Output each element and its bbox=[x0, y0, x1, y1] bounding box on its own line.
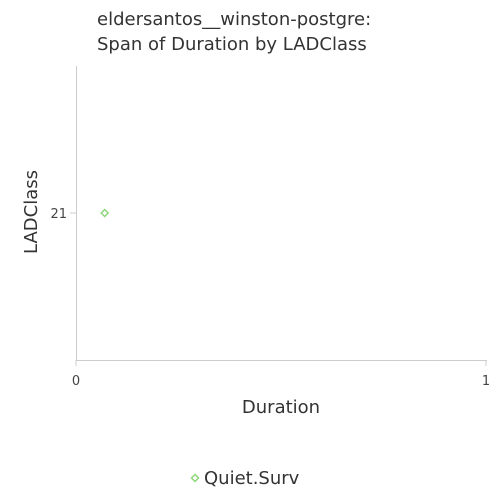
y-tick-label: 21 bbox=[50, 207, 67, 222]
x-tick-label: 1 bbox=[482, 374, 490, 389]
x-tick-label: 0 bbox=[72, 374, 80, 389]
data-points bbox=[100, 208, 110, 218]
legend-marker-quiet-surv bbox=[190, 473, 200, 483]
x-axis-label: Duration bbox=[242, 397, 320, 418]
legend: Quiet.Surv bbox=[190, 468, 300, 489]
chart-title-line-1: eldersantos__winston-postgre: bbox=[97, 9, 371, 30]
y-axis-ticks: 21 bbox=[50, 207, 76, 222]
data-point bbox=[100, 208, 110, 218]
y-axis-label: LADClass bbox=[21, 170, 42, 254]
chart-title-line-2: Span of Duration by LADClass bbox=[97, 34, 367, 55]
legend-label-quiet-surv: Quiet.Surv bbox=[204, 468, 300, 489]
